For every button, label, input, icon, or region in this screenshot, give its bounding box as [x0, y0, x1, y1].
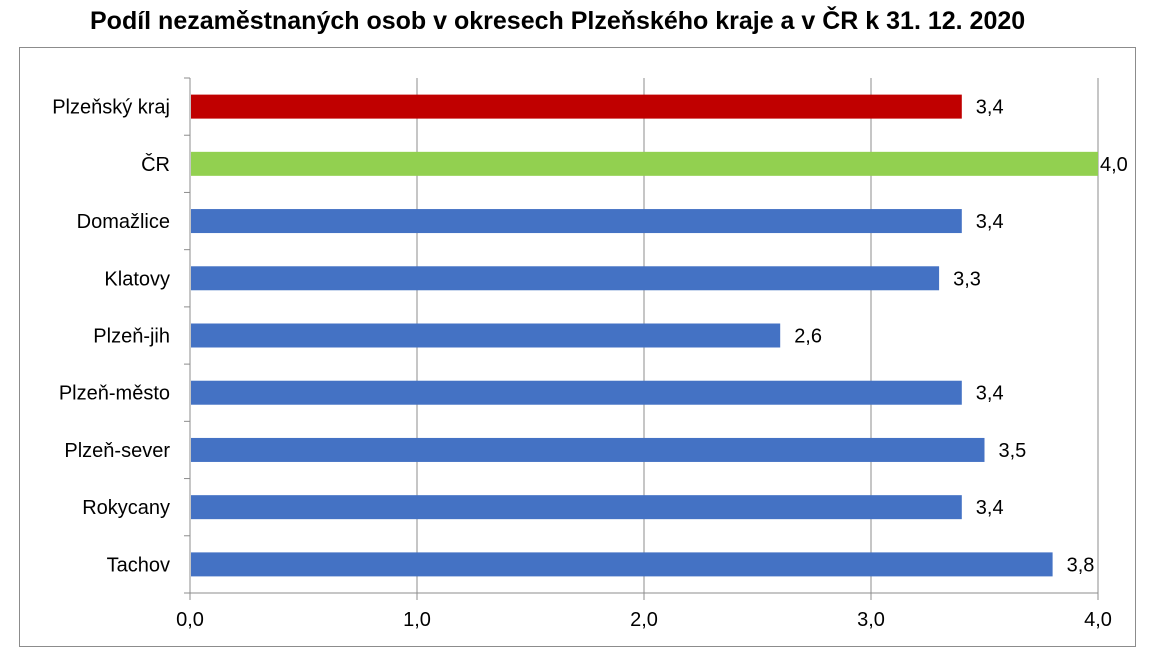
category-label: Plzeň-sever	[64, 440, 170, 462]
bar	[191, 495, 962, 520]
x-tick-label: 1,0	[403, 609, 431, 631]
category-label: Rokycany	[82, 497, 170, 519]
labels: 0,0 1,0 2,0 3,0 4,0 Plzeňský kraj 3,4 ČR 4,0 Doma…	[52, 97, 1128, 631]
bars	[191, 94, 1098, 577]
value-label: 3,3	[953, 268, 981, 290]
value-label: 3,5	[999, 440, 1027, 462]
value-label: 3,4	[976, 497, 1004, 519]
axes	[184, 77, 1099, 600]
category-label: Plzeň-jih	[93, 326, 170, 348]
bar	[191, 552, 1053, 577]
category-label: Klatovy	[104, 268, 170, 290]
bar	[191, 209, 962, 234]
value-label: 3,4	[976, 383, 1004, 405]
value-label: 3,4	[976, 211, 1004, 233]
category-label: Plzeň-město	[59, 383, 170, 405]
x-tick-label: 4,0	[1084, 609, 1112, 631]
category-label: Plzeňský kraj	[52, 97, 170, 119]
bar	[191, 323, 781, 348]
bar	[191, 151, 1098, 176]
category-label: ČR	[141, 153, 170, 176]
x-tick-label: 2,0	[630, 609, 658, 631]
bar	[191, 437, 985, 462]
category-label: Domažlice	[77, 211, 170, 233]
value-label: 3,4	[976, 97, 1004, 119]
value-label: 2,6	[794, 326, 822, 348]
value-label: 3,8	[1067, 554, 1095, 576]
category-label: Tachov	[107, 554, 170, 576]
chart-frame	[19, 47, 1136, 647]
bar	[191, 94, 962, 119]
x-tick-label: 0,0	[176, 609, 204, 631]
x-tick-label: 3,0	[857, 609, 885, 631]
value-label: 4,0	[1100, 154, 1128, 176]
chart-title: Podíl nezaměstnaných osob v okresech Plz…	[90, 7, 1026, 35]
bar	[191, 266, 940, 291]
bar	[191, 380, 962, 405]
